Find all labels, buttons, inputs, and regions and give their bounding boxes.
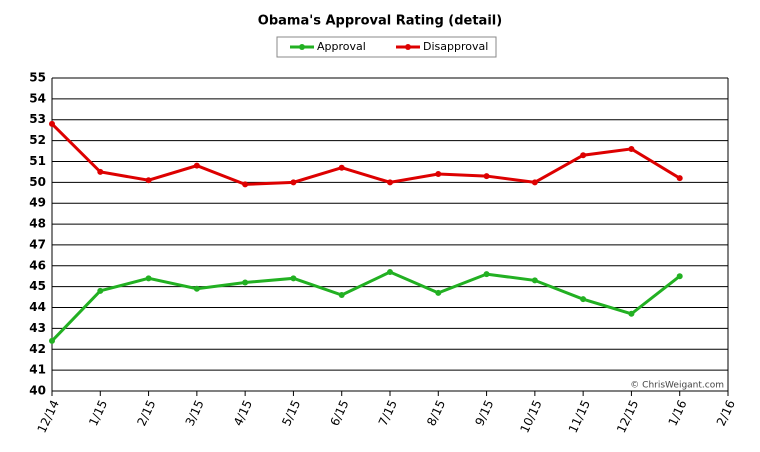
point bbox=[97, 287, 104, 294]
y-tick-label: 44 bbox=[29, 300, 46, 314]
point bbox=[290, 179, 297, 186]
annotation: © ChrisWeigant.com bbox=[630, 381, 724, 391]
y-tick-label: 52 bbox=[29, 133, 46, 147]
y-tick-label: 45 bbox=[29, 279, 46, 293]
y-tick-label: 40 bbox=[29, 384, 46, 398]
legend-marker bbox=[405, 44, 411, 50]
y-tick-label: 49 bbox=[29, 196, 46, 210]
point bbox=[338, 292, 345, 299]
point bbox=[580, 296, 587, 303]
chart-title: Obama's Approval Rating (detail) bbox=[258, 14, 502, 29]
y-tick-label: 50 bbox=[29, 175, 46, 189]
y-tick-label: 47 bbox=[29, 237, 46, 251]
point bbox=[145, 275, 152, 282]
point bbox=[483, 271, 490, 278]
legend-label: Disapproval bbox=[423, 40, 488, 53]
point bbox=[49, 337, 55, 344]
point bbox=[290, 275, 297, 282]
point bbox=[531, 179, 538, 186]
point bbox=[628, 145, 635, 152]
point bbox=[435, 289, 442, 296]
point bbox=[193, 162, 200, 169]
point bbox=[435, 170, 442, 177]
y-tick-label: 51 bbox=[29, 154, 46, 168]
point bbox=[628, 310, 635, 317]
point bbox=[338, 164, 345, 171]
y-tick-label: 46 bbox=[29, 258, 46, 272]
legend-marker bbox=[299, 44, 305, 50]
y-tick-label: 41 bbox=[29, 363, 46, 377]
point bbox=[387, 179, 393, 186]
y-tick-label: 54 bbox=[29, 91, 46, 105]
series-line bbox=[50, 122, 681, 186]
point bbox=[242, 279, 249, 286]
point bbox=[242, 181, 249, 188]
point bbox=[676, 273, 683, 280]
legend-label: Approval bbox=[317, 40, 366, 53]
point bbox=[49, 120, 55, 127]
y-tick-label: 42 bbox=[29, 342, 46, 356]
point bbox=[387, 269, 393, 276]
point bbox=[145, 177, 152, 184]
point bbox=[483, 173, 490, 180]
y-tick-label: 53 bbox=[29, 112, 46, 126]
point bbox=[193, 285, 200, 292]
point bbox=[97, 168, 104, 175]
y-tick-label: 43 bbox=[29, 321, 46, 335]
point bbox=[580, 152, 587, 159]
series-line bbox=[50, 270, 681, 342]
y-tick-label: 55 bbox=[29, 71, 46, 85]
legend-box bbox=[276, 36, 497, 58]
y-tick-label: 48 bbox=[29, 217, 46, 231]
point bbox=[531, 277, 538, 284]
point bbox=[676, 175, 683, 182]
